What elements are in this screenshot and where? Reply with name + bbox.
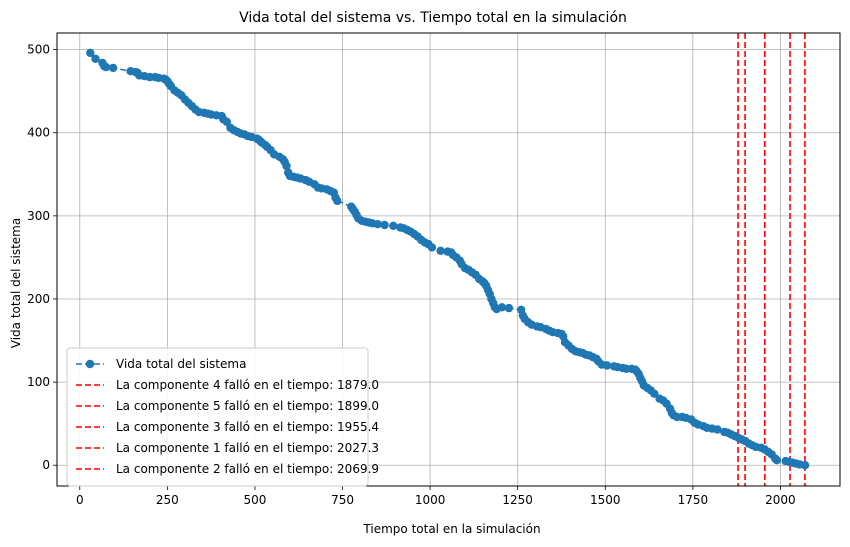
data-point: [713, 425, 722, 434]
legend-entry-label: La componente 4 falló en el tiempo: 1879…: [116, 378, 379, 392]
plot-frame: [56, 32, 841, 487]
y-tick-label: 0: [42, 458, 50, 472]
axis-ticks: 0 250 500 750 1000 1250 1500 1750 2000 0 100 200 300…: [27, 43, 796, 507]
y-tick-label: 100: [27, 375, 50, 389]
data-point: [86, 48, 95, 58]
x-tick-label: 1250: [502, 493, 533, 507]
data-point: [373, 220, 382, 229]
data-point: [602, 361, 612, 370]
legend-entry-label: La componente 2 falló en el tiempo: 2069…: [116, 462, 379, 476]
x-tick-label: 1750: [678, 493, 709, 507]
data-point: [800, 461, 810, 470]
x-tick-label: 0: [76, 493, 84, 507]
x-tick-label: 500: [243, 493, 266, 507]
failure-reference-lines: [737, 33, 806, 486]
data-point: [772, 456, 782, 465]
legend-entry-label: La componente 5 falló en el tiempo: 1899…: [116, 399, 379, 413]
data-point: [427, 243, 437, 252]
legend-entry-label: La componente 3 falló en el tiempo: 1955…: [116, 420, 379, 434]
legend-entry-label: Vida total del sistema: [116, 357, 246, 371]
y-tick-label: 400: [27, 126, 50, 140]
x-tick-label: 250: [156, 493, 179, 507]
chart-title: Vida total del sistema vs. Tiempo total …: [239, 10, 627, 26]
series-layer: [86, 48, 810, 470]
data-point: [333, 196, 342, 206]
x-axis-title: Tiempo total en la simulación: [362, 522, 540, 536]
data-point: [282, 161, 291, 171]
y-tick-label: 500: [27, 43, 50, 57]
data-point: [389, 221, 398, 230]
legend-box: [66, 347, 369, 487]
x-tick-label: 2000: [765, 493, 796, 507]
data-point: [504, 303, 514, 313]
x-tick-label: 750: [331, 493, 354, 507]
data-point: [91, 54, 100, 63]
y-axis-title: Vida total del sistema: [9, 218, 23, 348]
legend-entry-label: La componente 1 falló en el tiempo: 2027…: [116, 441, 379, 455]
x-tick-label: 1000: [415, 493, 446, 507]
y-tick-label: 300: [27, 209, 50, 223]
data-point: [650, 389, 659, 398]
legend: Vida total del sistema La componente 4 fa…: [66, 347, 379, 487]
data-point: [380, 220, 389, 230]
x-tick-label: 1500: [590, 493, 621, 507]
y-tick-label: 200: [27, 292, 50, 306]
data-point: [497, 303, 507, 312]
data-point: [108, 63, 118, 73]
legend-swatch-marker: [85, 359, 95, 369]
data-point: [436, 246, 445, 255]
data-point: [101, 62, 111, 72]
